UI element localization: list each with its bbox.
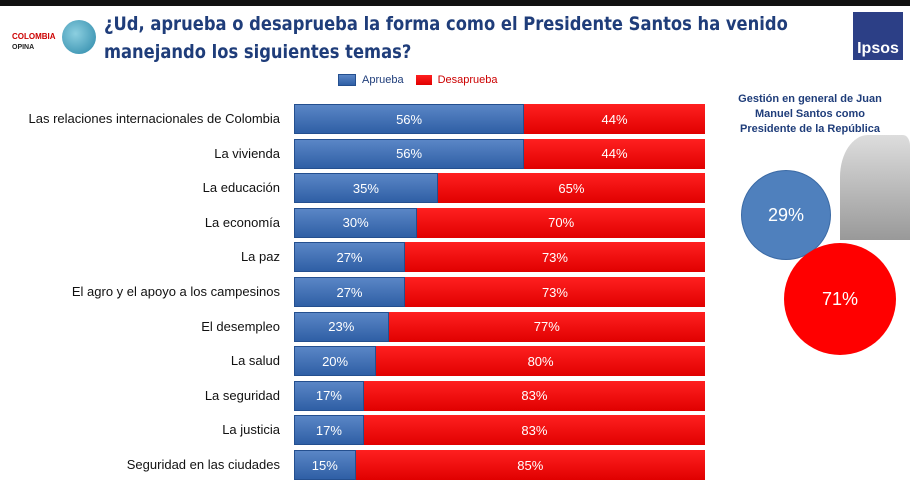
- desaprueba-bar: 80%: [376, 346, 705, 377]
- category-label: La justicia: [222, 422, 280, 438]
- data-label: 35%: [352, 180, 379, 196]
- data-label: 85%: [517, 457, 544, 473]
- data-label: 83%: [521, 388, 548, 404]
- data-label: 27%: [336, 284, 363, 300]
- desaprueba-bar: 70%: [417, 207, 705, 238]
- data-label: 83%: [521, 422, 548, 438]
- desaprueba-bar: 83%: [363, 415, 705, 446]
- desaprueba-bar: 83%: [363, 380, 705, 411]
- aprueba-bar: 23%: [294, 311, 389, 342]
- legend-desaprueba: Desaprueba: [415, 74, 498, 87]
- data-label: 17%: [315, 388, 342, 404]
- desaprueba-bar: 85%: [355, 450, 705, 480]
- category-label: La seguridad: [204, 387, 280, 403]
- data-label: 56%: [396, 111, 423, 127]
- aprueba-bar: 27%: [294, 277, 405, 307]
- legend-aprueba: Aprueba: [338, 74, 404, 87]
- data-label: 77%: [533, 319, 560, 335]
- aprueba-bar: 20%: [294, 346, 377, 377]
- data-label: 17%: [315, 422, 342, 438]
- category-label: La educación: [202, 180, 280, 196]
- data-label: 44%: [601, 146, 628, 162]
- data-label: 80%: [527, 353, 554, 369]
- category-label: Seguridad en las ciudades: [126, 457, 280, 472]
- aprueba-bar: 17%: [294, 415, 364, 446]
- globe-icon: [62, 20, 96, 54]
- desaprueba-bar: 73%: [404, 242, 705, 273]
- data-label: 23%: [328, 319, 355, 335]
- category-label: Las relaciones internacionales de Colomb…: [28, 111, 280, 126]
- category-label: La salud: [230, 353, 280, 369]
- category-label: La paz: [240, 249, 280, 265]
- data-label: 30%: [342, 215, 369, 231]
- side-title: Gestión en general de Juan Manuel Santos…: [738, 93, 882, 135]
- data-label: 73%: [541, 249, 568, 265]
- data-label: 70%: [548, 215, 575, 231]
- aprueba-bar: 35%: [294, 173, 438, 204]
- category-label: La vivienda: [214, 145, 280, 161]
- legend-label: Desaprueba: [437, 74, 498, 87]
- legend-swatch-desaprueba: [415, 75, 432, 86]
- desaprueba-bar: 77%: [388, 311, 705, 342]
- data-label: 65%: [558, 180, 585, 196]
- colombia-opina-logo: COLOMBIA OPINA: [8, 18, 100, 58]
- disapprove-circle: 71%: [784, 243, 896, 355]
- aprueba-bar: 17%: [294, 380, 364, 411]
- desaprueba-bar: 44%: [524, 104, 705, 134]
- president-photo: [840, 135, 910, 240]
- logo-text: COLOMBIA: [12, 32, 56, 41]
- aprueba-bar: 56%: [294, 104, 525, 134]
- data-label: 20%: [322, 353, 349, 369]
- legend-swatch-aprueba: [338, 74, 356, 87]
- data-label: 73%: [541, 284, 568, 300]
- legend: Aprueba Desaprueba: [338, 74, 498, 87]
- desaprueba-bar: 65%: [437, 173, 705, 204]
- category-label: El agro y el apoyo a los campesinos: [71, 284, 280, 299]
- category-label: La economía: [204, 214, 280, 230]
- desaprueba-bar: 44%: [524, 138, 705, 169]
- data-label: 15%: [311, 457, 338, 473]
- data-label: 44%: [601, 111, 628, 127]
- data-label: 27%: [336, 249, 363, 265]
- desaprueba-bar: 73%: [404, 277, 705, 307]
- aprueba-bar: 30%: [294, 207, 418, 238]
- aprueba-bar: 15%: [294, 450, 356, 480]
- category-label: El desempleo: [201, 318, 280, 334]
- page-title: ¿Ud, aprueba o desaprueba la forma como …: [104, 13, 788, 63]
- aprueba-bar: 56%: [294, 138, 525, 169]
- data-label: 56%: [396, 146, 423, 162]
- aprueba-bar: 27%: [294, 242, 405, 273]
- logo-text-2: OPINA: [12, 44, 35, 51]
- approve-circle: 29%: [741, 170, 831, 260]
- ipsos-logo: Ipsos: [853, 12, 903, 60]
- legend-label: Aprueba: [362, 74, 404, 86]
- top-border: [0, 0, 910, 6]
